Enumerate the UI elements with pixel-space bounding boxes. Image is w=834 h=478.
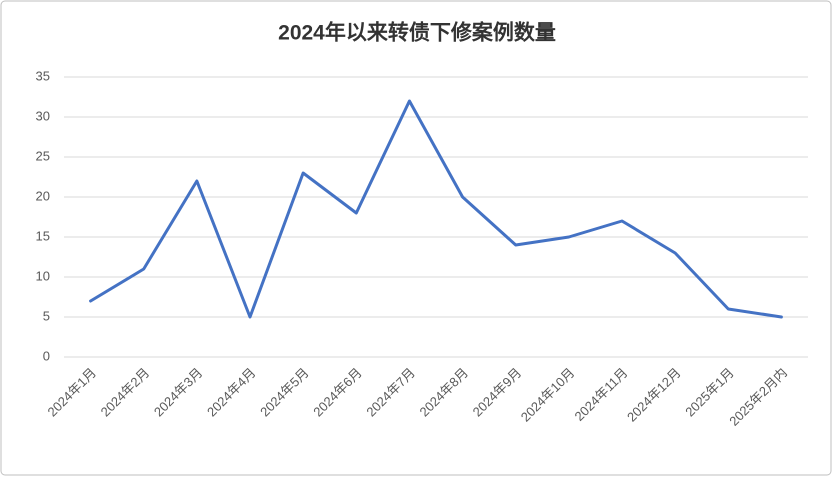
y-tick-label: 20 xyxy=(36,188,50,203)
line-series xyxy=(89,99,783,319)
y-tick-label: 35 xyxy=(36,68,50,83)
y-tick-label: 5 xyxy=(43,308,50,323)
chart-title: 2024年以来转债下修案例数量 xyxy=(278,21,556,45)
y-tick-label: 15 xyxy=(36,228,50,243)
y-tick-label: 10 xyxy=(36,268,50,283)
y-tick-label: 0 xyxy=(43,348,50,363)
y-tick-label: 25 xyxy=(36,148,50,163)
y-tick-label: 30 xyxy=(36,108,50,123)
